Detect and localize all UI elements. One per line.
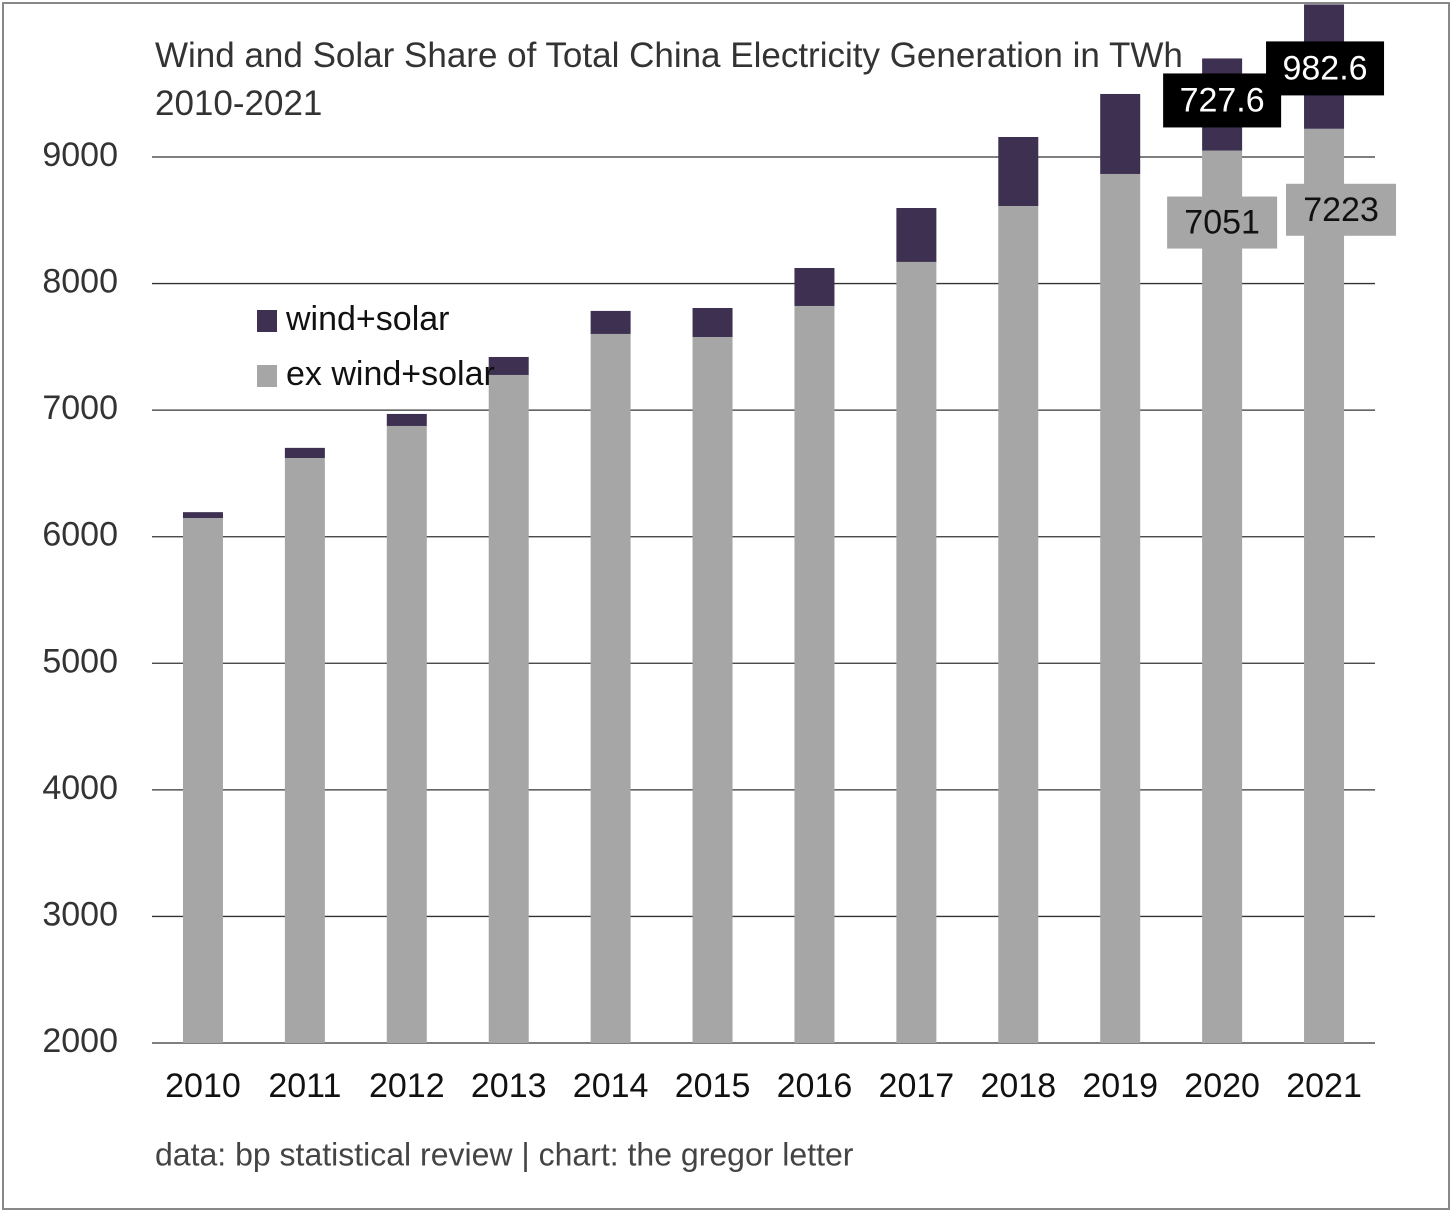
bar-segment (896, 261, 937, 1043)
y-tick-label: 2000 (42, 1022, 118, 1060)
bar-segment (590, 333, 631, 1043)
bar-segment (1100, 93, 1141, 174)
bar-segment (488, 374, 529, 1043)
legend-label: ex wind+solar (286, 355, 495, 393)
bar-segment (1202, 150, 1243, 1043)
data-label-box (1167, 196, 1278, 249)
x-tick-label: 2014 (573, 1067, 649, 1105)
y-tick-label: 4000 (42, 769, 118, 807)
x-tick-label: 2019 (1082, 1067, 1158, 1105)
data-label-box (1163, 73, 1282, 128)
x-tick-label: 2020 (1184, 1067, 1260, 1105)
y-tick-label: 7000 (42, 389, 118, 427)
footer: data: bp statistical review | chart: the… (155, 1136, 854, 1172)
bar-segment (998, 205, 1039, 1043)
bar-segment (794, 268, 835, 306)
bar-segment (284, 447, 325, 458)
data-label: 7223 (1303, 191, 1379, 229)
x-tick-label: 2016 (777, 1067, 853, 1105)
x-tick-label: 2015 (675, 1067, 751, 1105)
data-label: 7051 (1184, 204, 1260, 242)
bar-segment (386, 425, 427, 1043)
x-tick-label: 2013 (471, 1067, 547, 1105)
x-tick-label: 2012 (369, 1067, 445, 1105)
bar-segment (896, 208, 937, 262)
legend-swatch (257, 310, 277, 332)
bar-segment (488, 356, 529, 375)
data-label: 982.6 (1282, 49, 1367, 87)
chart-title: Wind and Solar Share of Total China Elec… (155, 36, 1183, 123)
x-tick-label: 2021 (1286, 1067, 1362, 1105)
bar-segment (182, 517, 223, 1043)
bar-segment (998, 137, 1039, 206)
y-tick-label: 9000 (42, 136, 118, 174)
bar-segment (1100, 173, 1141, 1043)
x-tick-label: 2018 (980, 1067, 1056, 1105)
x-tick-label: 2010 (165, 1067, 241, 1105)
y-tick-label: 6000 (42, 516, 118, 554)
bar-segment (692, 336, 733, 1043)
bar-segment (794, 305, 835, 1043)
bar-segment (284, 457, 325, 1044)
data-label-box (1286, 183, 1397, 236)
bar-segment (1304, 128, 1345, 1044)
y-tick-label: 3000 (42, 895, 118, 933)
data-label: 727.6 (1180, 81, 1265, 119)
bar-segment (692, 307, 733, 337)
x-tick-label: 2011 (268, 1067, 341, 1105)
legend-swatch (257, 365, 277, 387)
bar-segment (182, 512, 223, 518)
y-tick-label: 5000 (42, 642, 118, 680)
x-tick-label: 2017 (879, 1067, 955, 1105)
bar-segment (590, 310, 631, 334)
y-tick-label: 8000 (42, 263, 118, 301)
data-label-box (1266, 41, 1385, 96)
bar-segment (386, 413, 427, 426)
legend-label: wind+solar (285, 300, 449, 338)
